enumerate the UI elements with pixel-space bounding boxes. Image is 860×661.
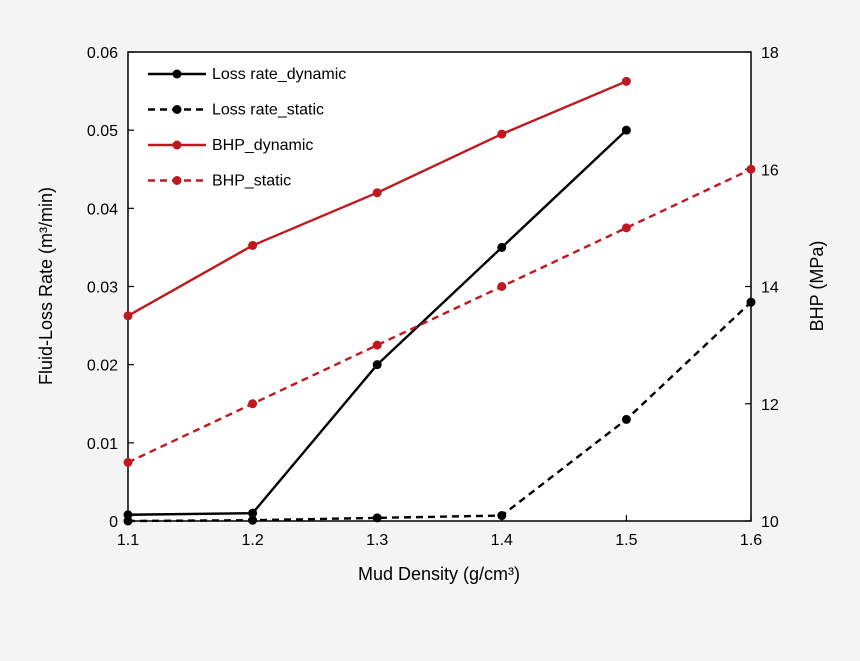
data-point-bhp-static [621, 223, 631, 233]
x-tick-label: 1.6 [740, 532, 762, 549]
left-tick-label: 0.05 [87, 123, 118, 140]
plot-area [127, 51, 752, 522]
data-point-bhp-static [123, 457, 133, 467]
legend-label-bhp-dynamic: BHP_dynamic [212, 137, 313, 154]
x-tick-label: 1.5 [615, 532, 637, 549]
x-tick-label: 1.4 [491, 532, 513, 549]
left-tick-label: 0 [109, 514, 118, 531]
series-line-bhp-static [127, 168, 752, 464]
legend-marker-bhp-dynamic [172, 140, 182, 150]
data-point-loss-rate-dynamic [248, 508, 258, 518]
right-tick-label: 10 [761, 514, 779, 531]
legend-label-loss-rate-static: Loss rate_static [212, 102, 324, 119]
data-point-loss-rate-dynamic [372, 360, 382, 370]
data-point-loss-rate-static [746, 297, 756, 307]
left-tick-label: 0.03 [87, 280, 118, 297]
x-tick-label: 1.1 [117, 532, 139, 549]
left-tick-label: 0.06 [87, 45, 118, 62]
right-axis-title: BHP (MPa) [807, 241, 827, 332]
data-point-bhp-dynamic [497, 129, 507, 139]
x-tick-label: 1.2 [241, 532, 263, 549]
right-tick-label: 18 [761, 45, 779, 62]
right-tick-label: 12 [761, 397, 779, 414]
right-tick-label: 16 [761, 162, 779, 179]
data-point-loss-rate-dynamic [497, 242, 507, 252]
data-point-bhp-static [372, 340, 382, 350]
data-point-loss-rate-dynamic [123, 510, 133, 520]
series-layer [123, 76, 756, 526]
data-point-bhp-static [746, 164, 756, 174]
legend-marker-bhp-static [172, 176, 182, 185]
legend-marker-loss-rate-dynamic [172, 69, 182, 79]
x-tick-label: 1.3 [366, 532, 388, 549]
data-point-bhp-dynamic [248, 240, 258, 250]
data-point-bhp-static [497, 282, 507, 291]
legend-label-bhp-static: BHP_static [212, 173, 291, 190]
legend-label-loss-rate-dynamic: Loss rate_dynamic [212, 66, 346, 83]
left-tick-label: 0.01 [87, 436, 118, 453]
data-point-bhp-dynamic [372, 188, 382, 198]
legend: Loss rate_dynamic Loss rate_static BHP_dyn… [148, 66, 346, 190]
axis-ticks: 1.1 1.2 1.3 1.4 1.5 1.6 0 0.01 0.02 0.03 0.04 0.05 0… [87, 45, 779, 549]
data-point-bhp-dynamic [621, 76, 631, 86]
data-point-loss-rate-static [123, 516, 133, 526]
right-tick-label: 14 [761, 280, 779, 297]
data-point-loss-rate-static [372, 513, 382, 523]
data-point-loss-rate-static [621, 414, 631, 424]
data-point-loss-rate-dynamic [621, 125, 631, 135]
x-axis-title: Mud Density (g/cm³) [358, 564, 520, 584]
data-point-bhp-dynamic [123, 311, 133, 321]
left-axis-title: Fluid-Loss Rate (m³/min) [36, 187, 56, 385]
data-point-bhp-static [248, 399, 258, 409]
data-point-loss-rate-static [248, 515, 258, 525]
left-tick-label: 0.04 [87, 201, 118, 218]
data-point-loss-rate-static [497, 511, 507, 521]
legend-marker-loss-rate-static [172, 105, 182, 114]
left-tick-label: 0.02 [87, 358, 118, 375]
